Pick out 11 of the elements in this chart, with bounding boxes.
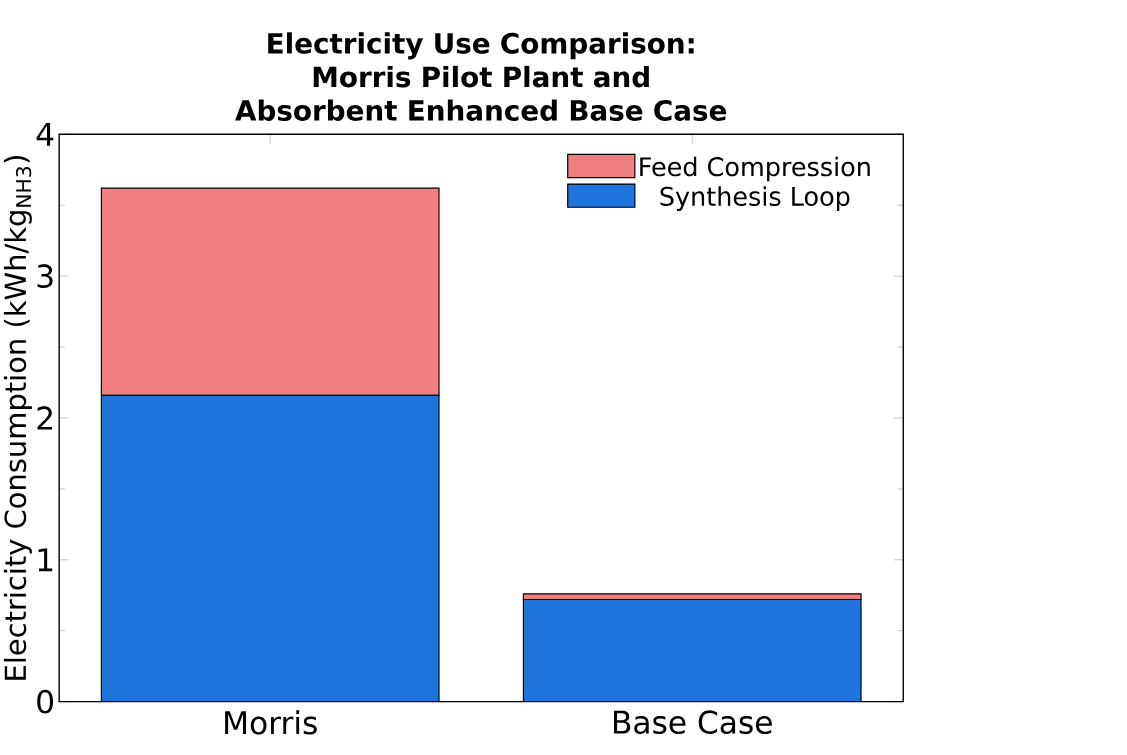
y-tick-label: 2 [37, 406, 52, 430]
y-tick-label: 4 [36, 122, 54, 146]
chart-title: Electricity Use Comparison: Morris Pilot Plant and Absorbent Enhanced Base Case [235, 32, 727, 121]
y-tick-label: 1 [38, 548, 53, 572]
y-tick-label: 3 [37, 264, 53, 288]
legend-label: Feed Compression [640, 156, 870, 182]
legend-label: Synthesis Loop [660, 186, 850, 211]
x-tick-label: Base Case [614, 710, 772, 735]
x-tick-label: Morris [225, 710, 317, 735]
y-tick-label: 0 [37, 689, 54, 714]
y-axis-title: Electricity Consumption (kWh/kg$_{NH3}$) [3, 156, 32, 680]
